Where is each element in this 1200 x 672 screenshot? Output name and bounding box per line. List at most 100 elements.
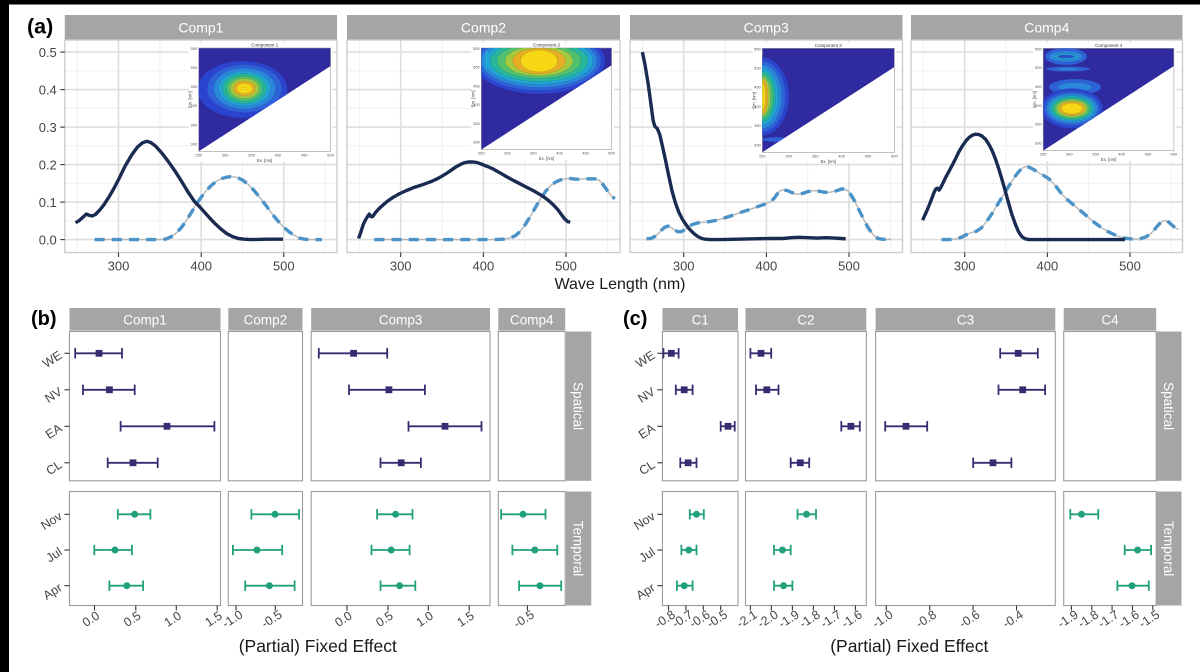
svg-text:400: 400: [838, 153, 845, 158]
svg-text:Component 2: Component 2: [533, 43, 561, 48]
svg-text:250: 250: [759, 153, 766, 158]
svg-text:500: 500: [754, 66, 761, 71]
svg-text:450: 450: [1144, 152, 1151, 157]
svg-text:300: 300: [673, 259, 695, 274]
svg-text:400: 400: [1035, 103, 1042, 108]
svg-text:0.2: 0.2: [39, 157, 57, 172]
svg-text:550: 550: [754, 46, 761, 51]
svg-text:Component 3: Component 3: [815, 43, 843, 48]
svg-text:350: 350: [191, 122, 198, 127]
svg-text:500: 500: [191, 65, 198, 70]
svg-text:550: 550: [473, 46, 480, 51]
svg-text:(b): (b): [31, 308, 57, 330]
svg-text:Comp3: Comp3: [379, 313, 423, 328]
svg-text:Comp2: Comp2: [244, 313, 288, 328]
svg-text:350: 350: [1092, 152, 1099, 157]
svg-text:Component 1: Component 1: [251, 43, 279, 48]
svg-text:Comp1: Comp1: [123, 313, 167, 328]
svg-text:(c): (c): [623, 308, 647, 330]
svg-text:C1: C1: [692, 313, 709, 328]
svg-text:350: 350: [530, 151, 537, 156]
svg-text:350: 350: [1035, 122, 1042, 127]
svg-text:Temporal: Temporal: [571, 521, 586, 577]
svg-text:Comp4: Comp4: [510, 313, 554, 328]
svg-text:Comp2: Comp2: [461, 20, 506, 36]
svg-text:Em. [nm]: Em. [nm]: [751, 92, 756, 109]
svg-text:400: 400: [556, 151, 563, 156]
svg-text:450: 450: [582, 151, 589, 156]
svg-text:500: 500: [473, 65, 480, 70]
svg-text:450: 450: [191, 84, 198, 89]
svg-text:Wave Length (nm): Wave Length (nm): [554, 276, 685, 293]
svg-text:300: 300: [390, 259, 412, 274]
svg-text:450: 450: [301, 152, 308, 157]
svg-text:400: 400: [1118, 152, 1125, 157]
svg-text:400: 400: [756, 259, 778, 274]
svg-text:350: 350: [248, 152, 255, 157]
svg-text:500: 500: [1171, 152, 1178, 157]
svg-text:500: 500: [608, 151, 615, 156]
svg-text:500: 500: [1035, 65, 1042, 70]
svg-text:0.0: 0.0: [39, 232, 57, 247]
svg-text:Spatical: Spatical: [571, 382, 586, 430]
svg-text:300: 300: [222, 152, 229, 157]
svg-text:Em. [nm]: Em. [nm]: [188, 91, 193, 108]
svg-text:250: 250: [195, 152, 202, 157]
svg-text:300: 300: [108, 259, 130, 274]
svg-text:400: 400: [473, 102, 480, 107]
svg-text:300: 300: [191, 141, 198, 146]
svg-text:300: 300: [754, 142, 761, 147]
svg-text:C4: C4: [1101, 313, 1119, 328]
svg-text:450: 450: [473, 83, 480, 88]
svg-text:Temporal: Temporal: [1161, 521, 1176, 577]
svg-text:350: 350: [754, 123, 761, 128]
svg-text:500: 500: [891, 153, 898, 158]
svg-text:400: 400: [190, 259, 212, 274]
svg-text:550: 550: [191, 46, 198, 51]
svg-text:300: 300: [1066, 152, 1073, 157]
svg-text:250: 250: [478, 151, 485, 156]
svg-text:400: 400: [1037, 259, 1059, 274]
svg-text:450: 450: [865, 153, 872, 158]
svg-text:350: 350: [473, 121, 480, 126]
svg-text:450: 450: [754, 85, 761, 90]
svg-text:Comp3: Comp3: [744, 20, 789, 36]
svg-text:(Partial) Fixed Effect: (Partial) Fixed Effect: [830, 636, 988, 656]
svg-text:Ex. [nm]: Ex. [nm]: [1101, 157, 1116, 162]
svg-text:300: 300: [785, 153, 792, 158]
svg-text:Ex. [nm]: Ex. [nm]: [257, 158, 272, 163]
svg-text:0.4: 0.4: [39, 82, 57, 97]
svg-text:300: 300: [473, 140, 480, 145]
svg-text:Comp1: Comp1: [178, 20, 223, 36]
svg-text:400: 400: [754, 104, 761, 109]
svg-text:250: 250: [1040, 152, 1047, 157]
svg-text:350: 350: [812, 153, 819, 158]
svg-text:Ex. [nm]: Ex. [nm]: [821, 159, 836, 164]
svg-text:Ex. [nm]: Ex. [nm]: [539, 156, 554, 161]
svg-text:C2: C2: [797, 313, 814, 328]
svg-text:Component 4: Component 4: [1095, 43, 1123, 48]
svg-text:400: 400: [473, 259, 495, 274]
svg-text:Em. [nm]: Em. [nm]: [470, 90, 475, 107]
svg-text:0.3: 0.3: [39, 120, 57, 135]
svg-text:0.1: 0.1: [39, 195, 57, 210]
svg-text:500: 500: [1119, 259, 1141, 274]
svg-text:Spatical: Spatical: [1161, 382, 1176, 430]
svg-text:(Partial) Fixed Effect: (Partial) Fixed Effect: [239, 636, 397, 656]
svg-text:Em. [nm]: Em. [nm]: [1032, 91, 1037, 108]
svg-text:Comp4: Comp4: [1024, 20, 1069, 36]
svg-text:300: 300: [1035, 141, 1042, 146]
svg-text:500: 500: [555, 259, 577, 274]
svg-text:400: 400: [274, 152, 281, 157]
svg-text:300: 300: [954, 259, 976, 274]
svg-text:0.5: 0.5: [39, 45, 57, 60]
svg-text:500: 500: [273, 259, 295, 274]
svg-text:550: 550: [1035, 46, 1042, 51]
svg-text:400: 400: [191, 103, 198, 108]
svg-text:450: 450: [1035, 84, 1042, 89]
svg-text:500: 500: [327, 152, 334, 157]
svg-text:500: 500: [838, 259, 860, 274]
svg-text:C3: C3: [957, 313, 974, 328]
svg-text:300: 300: [504, 151, 511, 156]
svg-text:(a): (a): [27, 15, 53, 39]
